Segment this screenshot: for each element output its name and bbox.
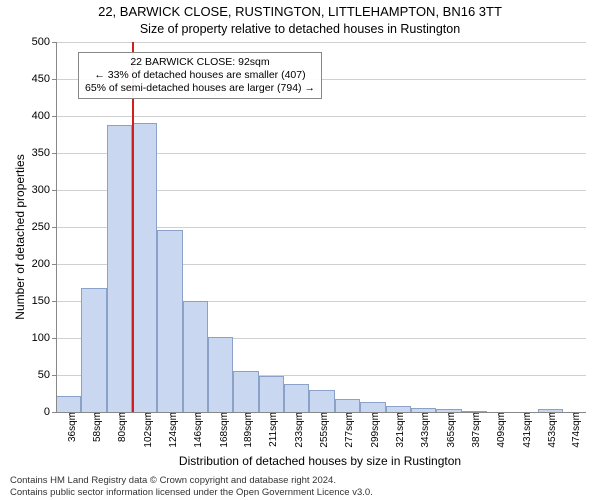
x-tick-label: 168sqm (217, 412, 230, 448)
x-tick-label: 409sqm (494, 412, 507, 448)
chart-container: 22, BARWICK CLOSE, RUSTINGTON, LITTLEHAM… (0, 0, 600, 500)
chart-title-line2: Size of property relative to detached ho… (0, 22, 600, 36)
footer: Contains HM Land Registry data © Crown c… (10, 475, 373, 498)
x-tick-label: 102sqm (141, 412, 154, 448)
histogram-bar (259, 376, 284, 412)
overlay-line2: ← 33% of detached houses are smaller (40… (85, 69, 315, 82)
x-tick-label: 365sqm (444, 412, 457, 448)
histogram-bar (360, 402, 385, 412)
histogram-bar (132, 123, 157, 412)
footer-line2: Contains public sector information licen… (10, 487, 373, 498)
x-tick-label: 233sqm (292, 412, 305, 448)
y-axis-label: Number of detached properties (13, 97, 27, 377)
gridline (56, 42, 586, 43)
x-tick-label: 387sqm (469, 412, 482, 448)
histogram-bar (157, 230, 182, 412)
plot-area: 05010015020025030035040045050036sqm58sqm… (56, 42, 586, 412)
chart-title-line1: 22, BARWICK CLOSE, RUSTINGTON, LITTLEHAM… (0, 4, 600, 19)
x-tick-label: 453sqm (545, 412, 558, 448)
histogram-bar (183, 301, 208, 412)
overlay-line3: 65% of semi-detached houses are larger (… (85, 82, 315, 95)
histogram-bar (233, 371, 258, 412)
histogram-bar (81, 288, 106, 412)
x-tick-label: 36sqm (65, 412, 78, 442)
x-tick-label: 343sqm (418, 412, 431, 448)
x-axis-label: Distribution of detached houses by size … (50, 454, 590, 468)
gridline (56, 116, 586, 117)
footer-line1: Contains HM Land Registry data © Crown c… (10, 475, 373, 486)
y-axis (56, 42, 57, 412)
histogram-bar (208, 337, 233, 412)
histogram-bar (56, 396, 81, 412)
x-tick-label: 189sqm (241, 412, 254, 448)
x-axis (56, 412, 586, 413)
histogram-bar (309, 390, 334, 412)
x-tick-label: 58sqm (90, 412, 103, 442)
x-tick-label: 299sqm (368, 412, 381, 448)
x-tick-label: 277sqm (342, 412, 355, 448)
x-tick-label: 80sqm (115, 412, 128, 442)
histogram-bar (284, 384, 309, 412)
histogram-bar (107, 125, 132, 412)
x-tick-label: 124sqm (166, 412, 179, 448)
x-tick-label: 431sqm (520, 412, 533, 448)
x-tick-label: 146sqm (191, 412, 204, 448)
info-overlay: 22 BARWICK CLOSE: 92sqm ← 33% of detache… (78, 52, 322, 99)
x-tick-label: 211sqm (266, 412, 279, 447)
x-tick-label: 255sqm (317, 412, 330, 448)
x-tick-label: 474sqm (569, 412, 582, 448)
x-tick-label: 321sqm (393, 412, 406, 448)
overlay-line1: 22 BARWICK CLOSE: 92sqm (85, 56, 315, 69)
histogram-bar (335, 399, 360, 412)
